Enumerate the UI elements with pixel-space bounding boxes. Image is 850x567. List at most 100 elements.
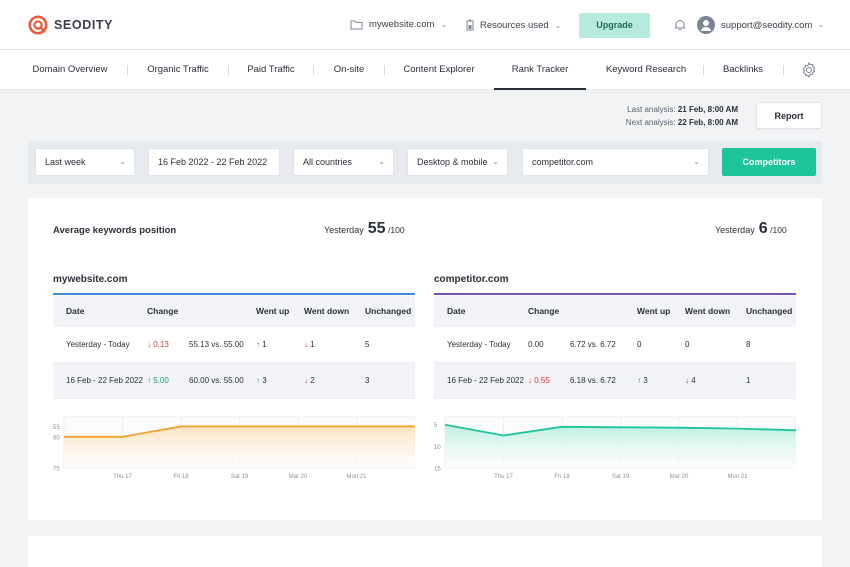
- row-change: 0.00: [528, 340, 544, 349]
- nav-divider: [703, 65, 704, 75]
- resources-selector[interactable]: Resources used ⌄: [466, 19, 561, 31]
- filter-bar: Last week ⌄ 16 Feb 2022 - 22 Feb 2022 All…: [28, 141, 822, 184]
- row-down: ↓ 4: [685, 376, 696, 385]
- chevron-down-icon: ⌄: [378, 157, 385, 166]
- period-select[interactable]: Last week ⌄: [35, 148, 135, 176]
- resources-label: Resources used: [480, 19, 549, 31]
- row-up: ↑ 1: [256, 340, 267, 349]
- x-tick-label: Sat 19: [612, 474, 630, 480]
- chevron-down-icon: ⌄: [492, 157, 499, 166]
- date-range-value: 16 Feb 2022 - 22 Feb 2022: [158, 157, 268, 167]
- series-line: [64, 425, 415, 438]
- nav-domain-overview[interactable]: Domain Overview: [32, 64, 108, 75]
- table-header: Date Change Went up Went down Unchanged: [53, 296, 415, 327]
- period-value: Last week: [45, 157, 86, 167]
- y-tick-label: 75: [53, 467, 60, 473]
- row-date: Yesterday - Today: [66, 340, 130, 349]
- nav-rank-tracker[interactable]: Rank Tracker: [494, 50, 586, 90]
- competitor-stats-table: Date Change Went up Went down Unchanged …: [434, 296, 796, 399]
- logo-icon: [28, 15, 48, 35]
- header-date: Date: [447, 306, 466, 316]
- device-value: Desktop & mobile: [417, 157, 488, 167]
- row-compare: 60.00 vs. 55.00: [189, 376, 244, 385]
- country-select[interactable]: All countries ⌄: [293, 148, 394, 176]
- competitor-position-chart: 5 10 15 Thu 17 Fri 18 Sat 19 Mar 20 Mon 21: [434, 416, 796, 480]
- header-unchanged: Unchanged: [746, 306, 793, 316]
- x-tick-label: Fri 18: [554, 474, 570, 480]
- account-menu[interactable]: support@seodity.com ⌄: [721, 20, 824, 31]
- row-unchanged: 3: [365, 376, 370, 385]
- avatar[interactable]: [697, 16, 715, 34]
- table-row: 16 Feb - 22 Feb 2022 ↓ 0.55 6.18 vs. 6.7…: [434, 363, 796, 399]
- header-change: Change: [528, 306, 560, 316]
- row-change: ↓ 0.13: [147, 340, 169, 349]
- battery-icon: [466, 19, 474, 31]
- row-up: 0: [637, 340, 642, 349]
- row-unchanged: 5: [365, 340, 370, 349]
- competitors-button[interactable]: Competitors: [722, 148, 816, 176]
- folder-icon: [350, 20, 363, 30]
- nav-paid-traffic[interactable]: Paid Traffic: [247, 64, 295, 75]
- table-row: Yesterday - Today ↓ 0.13 55.13 vs. 55.00…: [53, 327, 415, 363]
- header-went-down: Went down: [685, 306, 731, 316]
- row-unchanged: 8: [746, 340, 751, 349]
- nav-backlinks[interactable]: Backlinks: [722, 64, 764, 75]
- analysis-info: Last analysis: 21 Feb, 8:00 AM Next anal…: [626, 103, 738, 129]
- header-unchanged: Unchanged: [365, 306, 412, 316]
- upgrade-button[interactable]: Upgrade: [579, 13, 650, 38]
- last-analysis: Last analysis: 21 Feb, 8:00 AM: [627, 105, 738, 114]
- header-change: Change: [147, 306, 179, 316]
- main-nav: Domain Overview Organic Traffic Paid Tra…: [0, 50, 850, 90]
- y-tick-label: 60: [53, 435, 60, 441]
- my-position-summary: Yesterday 55 /100: [324, 220, 405, 237]
- gear-icon[interactable]: [801, 62, 817, 78]
- secondary-card: [28, 536, 822, 567]
- site-selector-label: mywebsite.com: [369, 19, 435, 30]
- header-went-up: Went up: [637, 306, 671, 316]
- row-change: ↓ 0.55: [528, 376, 550, 385]
- bell-icon[interactable]: [673, 18, 687, 32]
- top-bar: SEODITY mywebsite.com ⌄ Resources used ⌄…: [0, 0, 850, 50]
- header-went-up: Went up: [256, 306, 290, 316]
- chevron-down-icon: ⌄: [119, 157, 126, 166]
- header-went-down: Went down: [304, 306, 350, 316]
- x-tick-label: Thu 17: [494, 474, 513, 480]
- nav-on-site[interactable]: On-site: [333, 64, 365, 75]
- site-selector[interactable]: mywebsite.com ⌄: [350, 19, 447, 30]
- next-analysis: Next analysis: 22 Feb, 8:00 AM: [625, 118, 738, 127]
- competitor-position-summary: Yesterday 6 /100: [715, 220, 787, 237]
- my-position-chart: 55 60 75 Thu 17 Fri 18 Sat 19 Mar 20 Mon 21: [53, 416, 415, 480]
- header-date: Date: [66, 306, 85, 316]
- table-header: Date Change Went up Went down Unchanged: [434, 296, 796, 327]
- chevron-down-icon: ⌄: [817, 20, 825, 29]
- y-tick-label: 5: [434, 423, 438, 429]
- date-range-input[interactable]: 16 Feb 2022 - 22 Feb 2022: [148, 148, 280, 176]
- table-row: 16 Feb - 22 Feb 2022 ↑ 5.00 60.00 vs. 55…: [53, 363, 415, 399]
- report-button[interactable]: Report: [756, 102, 822, 129]
- row-compare: 6.18 vs. 6.72: [570, 376, 616, 385]
- competitor-select[interactable]: competitor.com ⌄: [522, 148, 709, 176]
- x-tick-label: Mon 21: [727, 474, 748, 480]
- y-tick-label: 55: [53, 425, 60, 431]
- x-tick-label: Mon 21: [346, 474, 367, 480]
- rank-card: Average keywords position Yesterday 55 /1…: [28, 198, 822, 520]
- table-row: Yesterday - Today 0.00 6.72 vs. 6.72 0 0…: [434, 327, 796, 363]
- series-area: [64, 426, 415, 468]
- row-date: 16 Feb - 22 Feb 2022: [447, 376, 524, 385]
- row-date: 16 Feb - 22 Feb 2022: [66, 376, 143, 385]
- x-tick-label: Mar 20: [670, 474, 689, 480]
- competitor-title: competitor.com: [434, 274, 509, 285]
- row-down: 0: [685, 340, 690, 349]
- x-tick-label: Mar 20: [289, 474, 308, 480]
- device-select[interactable]: Desktop & mobile ⌄: [407, 148, 508, 176]
- nav-organic-traffic[interactable]: Organic Traffic: [147, 64, 209, 75]
- row-compare: 6.72 vs. 6.72: [570, 340, 616, 349]
- nav-content-explorer[interactable]: Content Explorer: [403, 64, 475, 75]
- country-value: All countries: [303, 157, 353, 167]
- competitor-value: competitor.com: [532, 157, 594, 167]
- nav-keyword-research[interactable]: Keyword Research: [605, 64, 687, 75]
- y-tick-label: 10: [434, 445, 441, 451]
- competitor-accent-line: [434, 293, 796, 295]
- row-unchanged: 1: [746, 376, 751, 385]
- stats-table: Date Change Went up Went down Unchanged …: [53, 296, 415, 399]
